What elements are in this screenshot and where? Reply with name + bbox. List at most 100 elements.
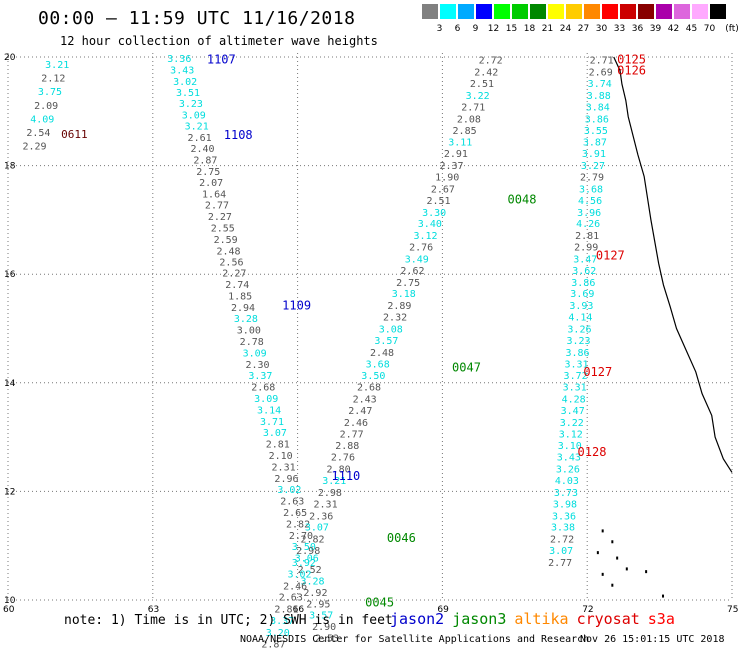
pass-time-label: 1107 [207, 53, 236, 67]
island-marker [662, 594, 665, 598]
wave-height-value: 3.91 [582, 149, 606, 160]
wave-height-value: 3.07 [263, 428, 287, 439]
wave-height-value: 2.75 [196, 167, 220, 178]
wave-height-value: 3.84 [586, 102, 610, 113]
legend-swatch [566, 4, 583, 19]
pass-time-label: 0046 [387, 531, 416, 545]
legend-swatch [458, 4, 475, 19]
island-marker [596, 551, 599, 555]
wave-height-value: 3.73 [554, 488, 578, 499]
pass-time-label: 0045 [365, 596, 394, 610]
satellite-key-altika: altika [514, 610, 569, 628]
wave-height-value: 3.49 [405, 254, 429, 265]
legend-label: 3 [436, 24, 443, 34]
wave-height-value: 2.30 [245, 360, 269, 371]
wave-height-value: 2.77 [205, 201, 229, 212]
wave-height-value: 3.28 [234, 314, 258, 325]
wave-height-value: 2.71 [461, 102, 485, 113]
wave-height-value: 2.91 [444, 149, 468, 160]
wave-height-value: 2.81 [575, 231, 599, 242]
legend-label: 36 [631, 24, 644, 34]
wave-height-value: 3.36 [552, 511, 576, 522]
pass-time-label: 0611 [61, 128, 88, 141]
wave-height-value: 2.87 [193, 156, 217, 167]
wave-height-value: 2.40 [190, 144, 214, 155]
wave-height-value: 1.90 [435, 172, 459, 183]
wave-height-value: 3.51 [176, 88, 200, 99]
legend-swatch [710, 4, 727, 19]
legend-label: 70 [703, 24, 716, 34]
island-marker [611, 540, 614, 544]
wave-height-value: 3.50 [361, 371, 385, 382]
wave-height-value: 3.31 [563, 383, 587, 394]
map-subtitle: 12 hour collection of altimeter wave hei… [60, 34, 378, 48]
island-marker [601, 572, 604, 576]
wave-height-value: 3.22 [466, 91, 490, 102]
wave-height-value: 3.47 [561, 406, 585, 417]
legend-label: 9 [472, 24, 479, 34]
legend-label: 21 [541, 24, 554, 34]
pass-time-label: 0128 [578, 445, 607, 459]
wave-height-value: 2.67 [431, 184, 455, 195]
wave-height-value: 4.09 [30, 114, 54, 125]
wave-height-value: 2.82 [300, 535, 324, 546]
pass-time-label: 0047 [452, 361, 481, 375]
legend-label: 30 [595, 24, 608, 34]
wave-height-value: 3.74 [588, 79, 612, 90]
island-marker [611, 583, 614, 587]
latitude-label: 10 [4, 596, 16, 606]
wave-height-value: 2.53 [315, 633, 339, 644]
wave-height-value: 3.02 [277, 485, 301, 496]
satellite-key-jason3: jason3 [452, 610, 507, 628]
wave-height-value: 2.12 [41, 74, 65, 85]
legend-label: 33 [613, 24, 626, 34]
wave-height-value: 2.31 [272, 462, 296, 473]
legend-swatch [530, 4, 547, 19]
wave-height-value: 2.81 [266, 440, 290, 451]
wave-height-value: 2.31 [314, 499, 338, 510]
wave-height-value: 2.98 [318, 488, 342, 499]
wave-height-value: 1.85 [228, 291, 252, 302]
wave-height-value: 3.20 [266, 628, 290, 639]
wave-height-value: 4.26 [576, 219, 600, 230]
wave-height-value: 3.07 [305, 523, 329, 534]
wave-height-value: 2.79 [580, 172, 604, 183]
pass-time-label: 0048 [508, 192, 537, 206]
wave-height-value: 3.36 [167, 54, 191, 65]
satellite-key: jason2 jason3 altika cryosat s3a [390, 610, 683, 628]
longitude-label: 60 [3, 605, 15, 615]
wave-height-value: 3.26 [556, 465, 580, 476]
satellite-key-s3a: s3a [647, 610, 675, 628]
wave-height-value: 3.86 [565, 348, 589, 359]
wave-height-value: 3.09 [182, 111, 206, 122]
wave-height-value: 3.55 [584, 126, 608, 137]
wave-height-value: 2.88 [335, 441, 359, 452]
legend-label: 42 [667, 24, 680, 34]
wave-height-value: 3.09 [243, 348, 267, 359]
wave-height-value: 2.51 [470, 79, 494, 90]
wave-height-value: 2.96 [274, 474, 298, 485]
wave-height-value: 3.43 [170, 65, 194, 76]
wave-height-value: 3.72 [564, 371, 588, 382]
legend-swatch [494, 4, 511, 19]
legend-swatch [638, 4, 655, 19]
wave-height-value: 3.87 [583, 138, 607, 149]
wave-height-value: 3.37 [248, 371, 272, 382]
wave-height-value: 3.10 [558, 441, 582, 452]
wave-height-value: 2.37 [440, 161, 464, 172]
wave-height-value: 2.76 [331, 453, 355, 464]
wave-height-value: 3.27 [581, 161, 605, 172]
wave-height-value: 2.99 [574, 243, 598, 254]
wave-height-value: 3.50 [292, 542, 316, 553]
wave-height-value: 3.11 [448, 138, 472, 149]
wave-height-value: 3.02 [287, 569, 311, 580]
wave-height-value: 2.48 [370, 348, 394, 359]
footer-note: note: 1) Time is in UTC; 2) SWH is in fe… [64, 613, 393, 628]
wave-height-value: 2.75 [396, 278, 420, 289]
legend-label: 18 [523, 24, 536, 34]
island-marker [645, 570, 648, 574]
legend-swatch [620, 4, 637, 19]
wave-height-value: 3.08 [379, 325, 403, 336]
wave-height-value: 2.29 [22, 142, 46, 153]
